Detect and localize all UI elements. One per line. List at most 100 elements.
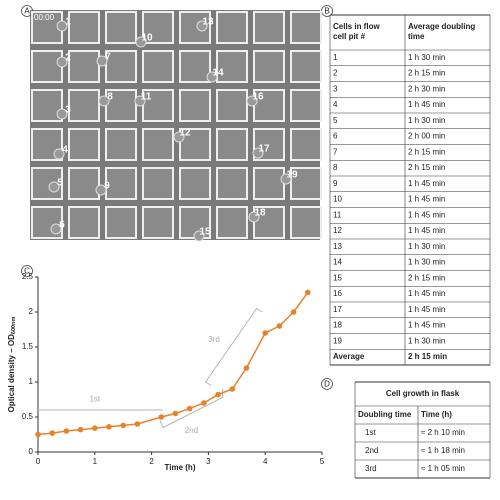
pit <box>253 11 285 44</box>
cell-number: 16 <box>252 92 264 103</box>
pit <box>105 167 137 200</box>
cell <box>56 20 68 32</box>
pit <box>216 50 248 83</box>
pit <box>68 206 100 239</box>
table-cell: ≈ 1 h 18 min <box>421 446 465 455</box>
pit <box>290 128 322 161</box>
cell <box>280 173 292 185</box>
pit <box>253 50 285 83</box>
cell <box>206 71 218 83</box>
cell-number: 10 <box>141 33 153 44</box>
table-cell: 2 <box>333 69 338 78</box>
panel-label: C <box>24 267 30 276</box>
data-point <box>215 391 221 398</box>
table-cell: 9 <box>333 179 338 188</box>
pit <box>105 206 137 239</box>
cell <box>96 55 108 67</box>
table-cell: 1 h 30 min <box>408 53 445 62</box>
y-axis-label-subscript: 600nm <box>11 317 17 335</box>
pit <box>142 50 174 83</box>
table-cell: 8 <box>333 163 338 172</box>
annotation: 2nd <box>185 426 198 435</box>
x-axis-label: Time (h) <box>165 463 196 472</box>
cell <box>246 95 258 107</box>
panel-circle <box>321 378 333 390</box>
x-tick-label: 2 <box>149 457 154 466</box>
pit <box>142 11 174 44</box>
table-cell: 14 <box>333 258 342 267</box>
pit <box>105 11 137 44</box>
y-tick-label: 1 <box>29 377 34 386</box>
cell-number: 19 <box>286 170 298 181</box>
table-cell: 19 <box>333 336 342 345</box>
table-cell: 1 h 30 min <box>408 242 445 251</box>
data-point <box>92 425 98 432</box>
table-cell: Average <box>333 352 365 361</box>
table-cell: 18 <box>333 321 342 330</box>
pit <box>290 11 322 44</box>
table-cell: 17 <box>333 305 342 314</box>
cell <box>173 131 185 143</box>
pit <box>179 167 211 200</box>
table-cell: 1 h 45 min <box>408 179 445 188</box>
cell <box>53 148 65 160</box>
y-tick-label: 0 <box>29 447 34 456</box>
pit <box>290 206 322 239</box>
panel-label: D <box>324 380 330 389</box>
pit <box>142 128 174 161</box>
cell-number: 4 <box>62 145 68 156</box>
pit <box>290 50 322 83</box>
table-header: Average doubling time <box>408 22 475 41</box>
table-cell: 1 h 30 min <box>408 258 445 267</box>
pit <box>290 89 322 122</box>
cell-number: 12 <box>179 128 191 139</box>
table-cell: 11 <box>333 210 342 219</box>
pit <box>216 89 248 122</box>
y-tick-label: 2 <box>29 307 34 316</box>
data-point <box>186 405 193 412</box>
cell-number: 9 <box>104 181 110 192</box>
y-axis-label: Optical density – OD600nm <box>7 317 17 413</box>
cell-number: 5 <box>57 178 63 189</box>
table-cell: 1 h 45 min <box>408 305 445 314</box>
data-point <box>262 330 269 336</box>
table-cell: 2 h 30 min <box>408 84 445 93</box>
table-cell: 1 h 45 min <box>408 100 445 109</box>
table-cell: ≈ 2 h 10 min <box>421 428 465 437</box>
table-cell: ≈ 1 h 05 min <box>421 464 465 473</box>
table-cell: 3rd <box>365 464 377 473</box>
data-point <box>35 431 41 438</box>
cell-number: 14 <box>212 68 224 79</box>
cell-number: 3 <box>65 105 71 116</box>
annotation-bracket <box>204 307 263 386</box>
pit <box>105 50 137 83</box>
data-point <box>243 365 250 371</box>
cell-number: 15 <box>199 227 211 238</box>
pit <box>179 89 211 122</box>
panel-label: A <box>24 7 30 16</box>
data-point <box>120 422 126 429</box>
cell-number: 18 <box>254 208 266 219</box>
pit <box>68 167 100 200</box>
x-tick-label: 5 <box>320 457 325 466</box>
cell <box>50 223 62 235</box>
data-point <box>276 323 283 329</box>
cell-number: 8 <box>107 92 113 103</box>
table-cell: 2nd <box>365 446 378 455</box>
pit <box>290 167 322 200</box>
cell <box>48 181 60 193</box>
pit <box>68 89 100 122</box>
table-cell: 10 <box>333 195 342 204</box>
x-tick-label: 1 <box>93 457 98 466</box>
cell <box>98 95 110 107</box>
x-tick-label: 0 <box>36 457 41 466</box>
table-cell: 1 h 45 min <box>408 210 445 219</box>
pit <box>216 128 248 161</box>
pit <box>179 50 211 83</box>
table-cell: 1 h 45 min <box>408 226 445 235</box>
pit <box>31 50 63 83</box>
table-cell: 1 h 45 min <box>408 289 445 298</box>
cell <box>56 108 68 120</box>
pit <box>253 167 285 200</box>
